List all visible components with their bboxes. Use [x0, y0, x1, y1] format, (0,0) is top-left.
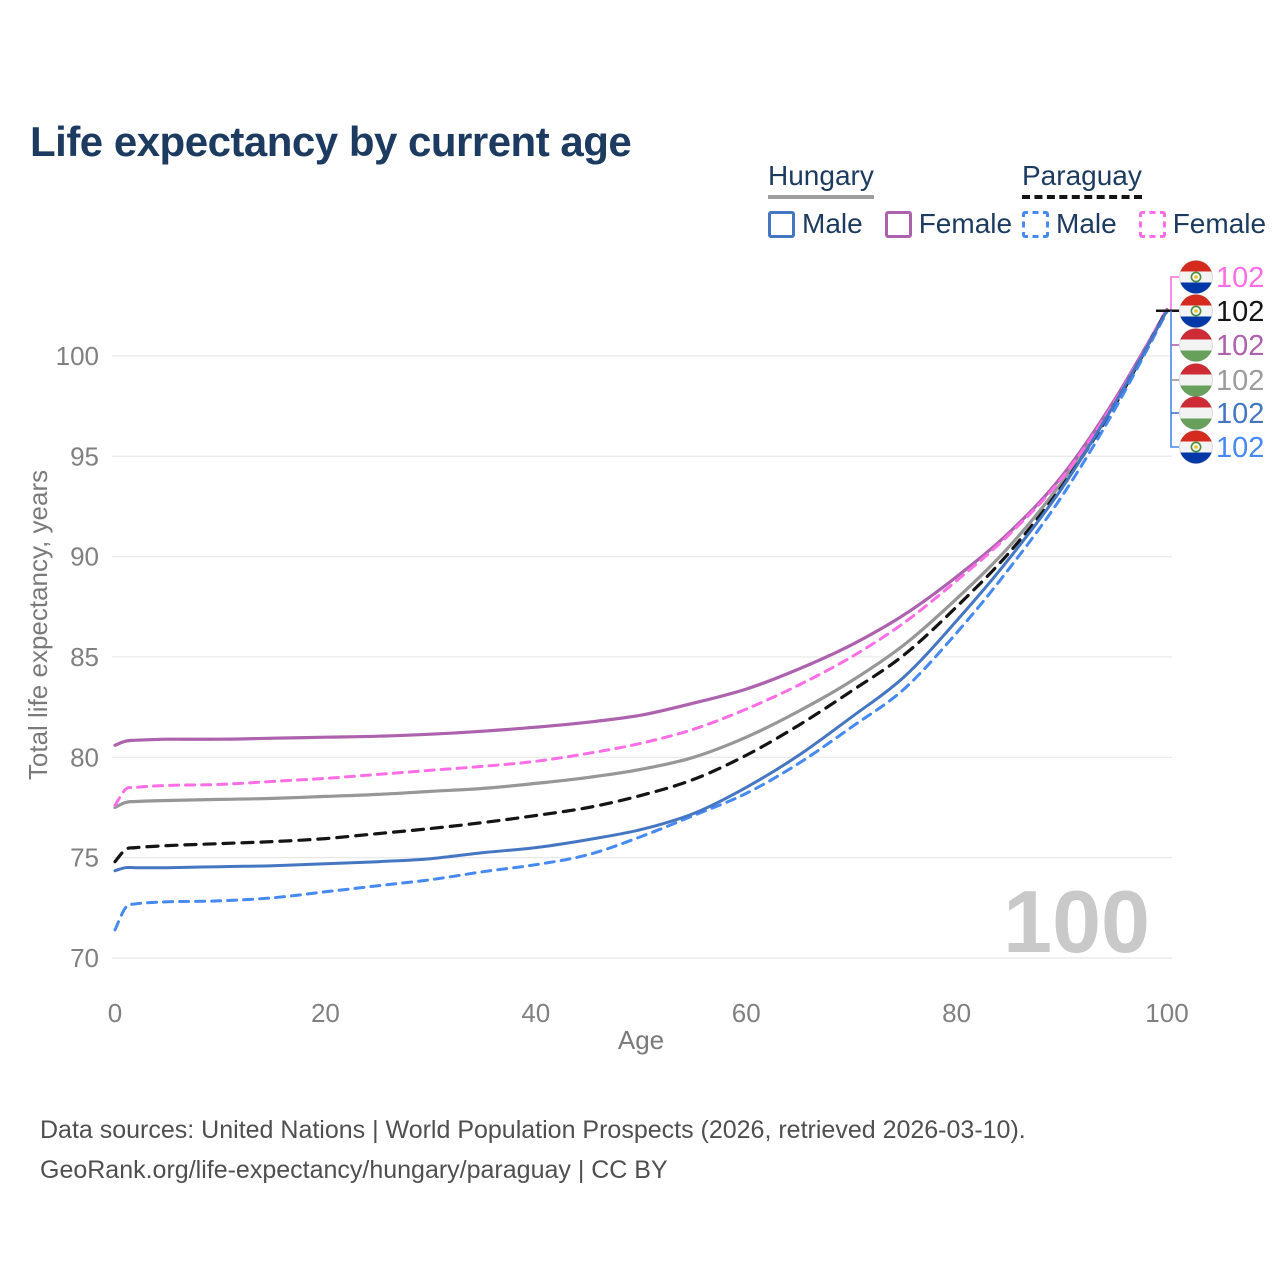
x-tick-label: 20 — [311, 998, 340, 1028]
footer-attribution: GeoRank.org/life-expectancy/hungary/para… — [40, 1156, 668, 1184]
current-age-watermark: 100 — [1003, 872, 1150, 971]
end-label-paraguay_both: 102 — [1216, 296, 1264, 328]
line-hungary_male — [113, 309, 1169, 873]
y-tick-label: 100 — [56, 341, 99, 371]
y-tick-label: 85 — [70, 642, 99, 672]
y-tick-label: 75 — [70, 843, 99, 873]
leader-paraguay-female — [1167, 276, 1179, 312]
x-tick-label: 100 — [1145, 998, 1188, 1028]
end-label-hungary_female: 102 — [1216, 330, 1264, 362]
paraguay-flag-icon — [1179, 430, 1213, 464]
end-label-paraguay_female: 102 — [1216, 262, 1264, 294]
end-label-hungary_both: 102 — [1216, 365, 1264, 397]
x-tick-label: 40 — [521, 998, 550, 1028]
page-title: Life expectancy by current age — [30, 118, 632, 166]
x-tick-label: 0 — [108, 998, 122, 1028]
footer: Data sources: United Nations | World Pop… — [40, 1110, 1026, 1190]
legend-item-paraguay-female[interactable]: Female — [1138, 208, 1267, 240]
y-tick-label: 70 — [70, 943, 99, 973]
x-tick-label: 60 — [732, 998, 761, 1028]
paraguay-flag-icon — [1179, 294, 1213, 328]
legend-group-hungary: Hungary Male Female — [768, 160, 1012, 240]
y-tick-label: 90 — [70, 542, 99, 572]
hungary-flag-icon — [1179, 328, 1213, 362]
x-axis-title: Age — [618, 1025, 664, 1055]
y-axis-title: Total life expectancy, years — [23, 470, 53, 780]
footer-data-sources: Data sources: United Nations | World Pop… — [40, 1116, 1026, 1144]
hungary-flag-icon — [1179, 363, 1213, 397]
line-paraguay_female — [113, 307, 1169, 807]
paraguay-flag-icon — [1179, 260, 1213, 294]
hungary-flag-icon — [1179, 396, 1213, 430]
legend-item-label: Female — [1172, 208, 1267, 239]
line-hungary_both — [113, 308, 1169, 810]
legend-group-paraguay: Paraguay Male Female — [1022, 160, 1266, 240]
life-expectancy-chart: 70 75 80 85 90 95 100 0 20 40 60 80 100 Age Total life… — [23, 260, 1264, 1055]
x-tick-label: 80 — [942, 998, 971, 1028]
leader-paraguay-male — [1170, 310, 1179, 448]
end-label-hungary_male: 102 — [1216, 398, 1264, 430]
legend-country-hungary[interactable]: Hungary — [768, 160, 874, 199]
y-tick-label: 80 — [70, 742, 99, 772]
paraguay-male-swatch-icon — [1022, 210, 1049, 238]
line-paraguay_both — [113, 308, 1169, 864]
legend-item-paraguay-male[interactable]: Male — [1022, 208, 1117, 240]
legend-item-label: Male — [802, 208, 863, 239]
line-hungary_female — [113, 308, 1169, 747]
legend-item-label: Female — [918, 208, 1013, 239]
legend-item-label: Male — [1056, 208, 1117, 239]
y-tick-label: 95 — [70, 441, 99, 471]
paraguay-female-swatch-icon — [1138, 210, 1166, 238]
hungary-male-swatch-icon — [768, 210, 795, 238]
legend-item-hungary-male[interactable]: Male — [768, 208, 863, 240]
legend-item-hungary-female[interactable]: Female — [884, 208, 1013, 240]
line-paraguay_male — [113, 310, 1169, 932]
end-label-paraguay_male: 102 — [1216, 432, 1264, 464]
legend-country-paraguay[interactable]: Paraguay — [1022, 160, 1142, 199]
hungary-female-swatch-icon — [884, 210, 912, 238]
